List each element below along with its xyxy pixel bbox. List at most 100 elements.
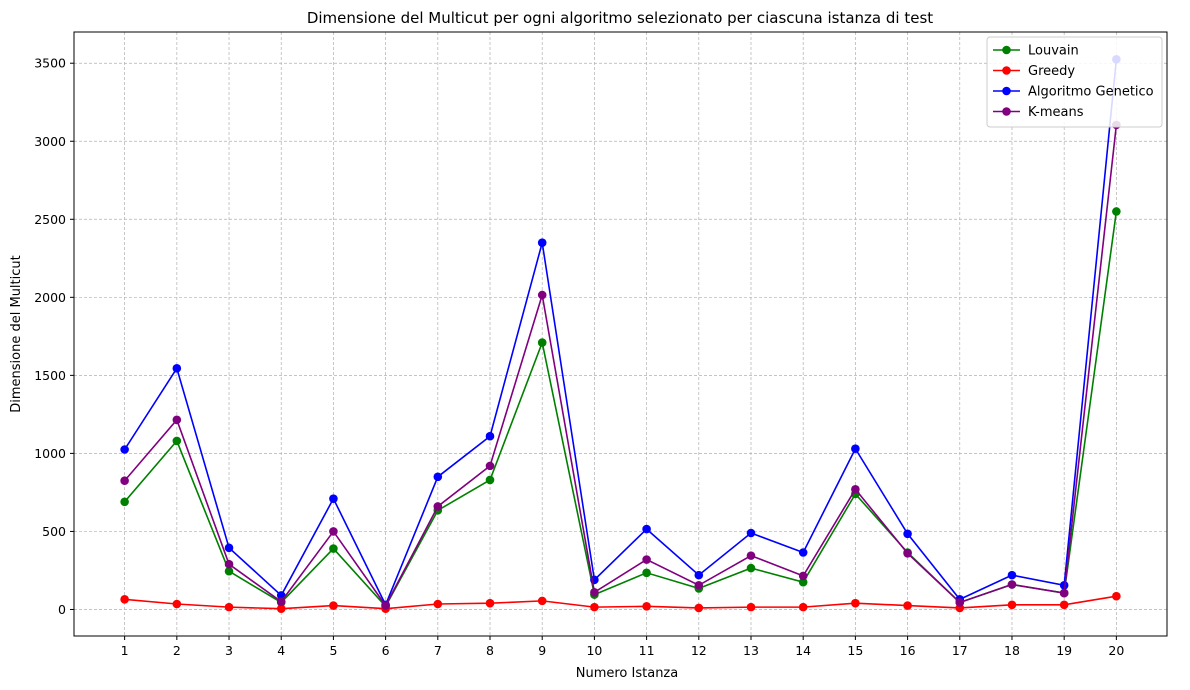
x-tick-label: 6 <box>382 643 390 658</box>
data-point <box>903 529 912 539</box>
data-point <box>381 601 390 610</box>
y-tick-label: 2500 <box>34 212 66 227</box>
x-tick-label: 15 <box>847 643 863 658</box>
data-point <box>329 494 338 503</box>
data-point <box>433 599 443 609</box>
x-tick-label: 18 <box>1004 643 1020 658</box>
x-tick-label: 16 <box>900 643 916 658</box>
data-point <box>1059 600 1069 610</box>
data-point <box>172 415 182 425</box>
y-tick-label: 3000 <box>34 134 66 149</box>
y-tick-label: 0 <box>58 602 66 617</box>
data-point <box>642 602 651 611</box>
data-point <box>851 484 860 494</box>
data-point <box>1112 591 1121 601</box>
data-point <box>485 461 495 471</box>
data-point <box>955 598 965 607</box>
legend: Louvain Greedy Algoritmo Genetico K-means <box>986 36 1163 128</box>
data-point <box>642 524 651 534</box>
x-tick-label: 7 <box>434 643 442 658</box>
data-point <box>485 475 495 485</box>
series-line <box>124 124 1118 608</box>
x-tick-label: 19 <box>1056 643 1072 658</box>
x-tick-label: 14 <box>795 643 811 658</box>
data-point <box>433 502 443 511</box>
data-point <box>798 602 808 612</box>
data-point <box>224 566 234 576</box>
data-point <box>694 580 704 590</box>
legend-label: Algoritmo Genetico <box>1028 85 1154 100</box>
data-point <box>276 597 286 606</box>
legend-marker <box>1002 107 1011 116</box>
y-axis-label: Dimensione del Multicut <box>9 255 24 413</box>
data-point <box>120 497 129 507</box>
y-tick-label: 3500 <box>34 56 66 71</box>
data-point <box>798 571 808 581</box>
data-point <box>746 563 756 573</box>
series-line <box>123 59 1118 607</box>
data-point <box>746 602 756 612</box>
legend-label: Louvain <box>1028 44 1079 59</box>
data-point <box>120 595 129 604</box>
x-tick-label: 2 <box>173 643 181 658</box>
data-point <box>172 436 182 446</box>
data-point <box>120 476 129 486</box>
x-tick-label: 17 <box>952 643 968 658</box>
data-point <box>746 528 756 538</box>
y-tick-label: 2000 <box>34 290 66 305</box>
data-point <box>120 445 129 454</box>
data-point <box>537 238 547 247</box>
data-point <box>172 599 182 609</box>
legend-item: K-means <box>993 105 1084 120</box>
grid <box>74 32 1167 636</box>
x-tick-label: 11 <box>639 643 655 658</box>
legend-item: Louvain <box>993 44 1079 59</box>
data-point <box>590 587 599 597</box>
series-louvain <box>120 207 1121 611</box>
data-point <box>1007 580 1017 589</box>
x-tick-label: 9 <box>538 643 546 658</box>
data-point <box>903 548 912 558</box>
data-point <box>1007 600 1017 610</box>
data-point <box>485 431 495 441</box>
series-greedy <box>120 591 1121 613</box>
legend-label: Greedy <box>1028 64 1075 79</box>
y-tick-label: 1000 <box>34 446 66 461</box>
data-point <box>172 364 182 373</box>
legend-item: Greedy <box>993 64 1075 79</box>
data-point <box>224 559 234 569</box>
x-tick-label: 20 <box>1108 643 1124 658</box>
x-axis-label: Numero Istanza <box>576 666 678 681</box>
data-point <box>642 555 651 564</box>
data-point <box>329 544 338 553</box>
legend-marker <box>1002 45 1011 55</box>
x-tick-label: 10 <box>586 643 602 658</box>
data-point <box>276 604 286 613</box>
x-tick-label: 8 <box>486 643 494 658</box>
data-point <box>903 601 912 610</box>
series-k-means <box>120 120 1121 610</box>
data-point <box>798 548 808 557</box>
data-point <box>1059 580 1069 590</box>
y-axis: 0 500 1000 1500 2000 2500 3000 3500 <box>34 56 74 617</box>
legend-box <box>986 36 1163 128</box>
data-point <box>537 596 547 606</box>
data-point <box>537 290 547 300</box>
data-point <box>1112 207 1121 216</box>
x-tick-label: 1 <box>121 643 129 658</box>
x-tick-label: 3 <box>225 643 233 658</box>
data-point <box>1007 570 1017 580</box>
data-point <box>224 602 234 612</box>
data-point <box>694 603 704 613</box>
data-point <box>642 568 651 578</box>
data-point <box>1059 588 1069 598</box>
data-point <box>746 551 756 560</box>
x-axis: 1 2 3 4 5 6 7 8 9 10 11 12 13 14 15 16 17 18 19 20 <box>121 636 1124 658</box>
legend-marker <box>1002 66 1011 75</box>
data-point <box>590 602 599 612</box>
data-point <box>694 570 704 580</box>
plot-frame <box>73 31 1168 637</box>
series-layer <box>120 55 1121 613</box>
x-tick-label: 4 <box>277 643 285 658</box>
